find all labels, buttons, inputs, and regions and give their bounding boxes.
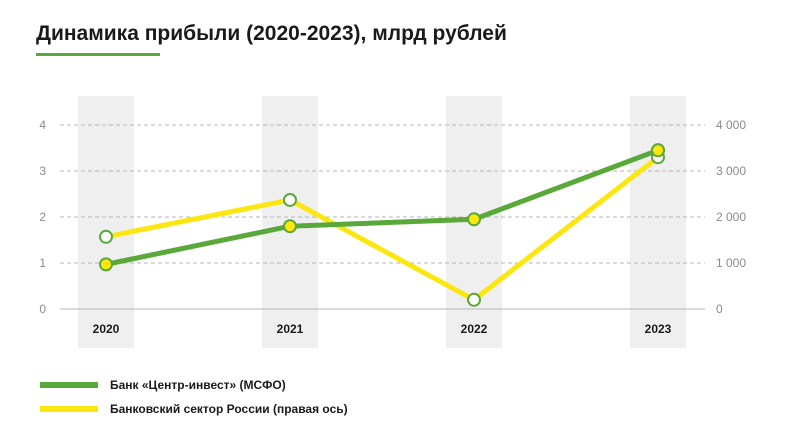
sector-point bbox=[99, 229, 113, 244]
legend-swatch-bank bbox=[40, 382, 98, 388]
y-left-tick-label: 2 bbox=[39, 210, 46, 224]
category-band-2023 bbox=[630, 96, 686, 348]
y-left-tick-label: 4 bbox=[39, 118, 46, 132]
y-right-tick-label: 0 bbox=[716, 302, 723, 316]
y-right-tick-label: 2 000 bbox=[716, 210, 746, 224]
legend-item-bank: Банк «Центр-инвест» (МСФО) bbox=[40, 373, 348, 397]
y-left-tick-label: 0 bbox=[39, 302, 46, 316]
chart-title: Динамика прибыли (2020-2023), млрд рубле… bbox=[36, 22, 507, 45]
y-left-tick-label: 3 bbox=[39, 164, 46, 178]
bank-point bbox=[651, 143, 665, 158]
legend-label-sector: Банковский сектор России (правая ось) bbox=[110, 402, 348, 416]
legend-swatch-sector bbox=[40, 406, 98, 412]
bank-point bbox=[467, 212, 481, 227]
series-line-bank bbox=[103, 147, 661, 267]
sector-point bbox=[283, 192, 297, 207]
category-band-2020 bbox=[78, 96, 134, 348]
y-right-tick-label: 3 000 bbox=[716, 164, 746, 178]
y-right-tick-label: 1 000 bbox=[716, 256, 746, 270]
sector-point bbox=[467, 292, 481, 307]
y-right-tick-label: 4 000 bbox=[716, 118, 746, 132]
x-tick-label: 2021 bbox=[277, 322, 304, 336]
legend-label-bank: Банк «Центр-инвест» (МСФО) bbox=[110, 378, 286, 392]
x-tick-label: 2023 bbox=[645, 322, 672, 336]
bank-point bbox=[99, 257, 113, 272]
x-tick-label: 2020 bbox=[93, 322, 120, 336]
x-tick-label: 2022 bbox=[461, 322, 488, 336]
legend-item-sector: Банковский сектор России (правая ось) bbox=[40, 397, 348, 421]
chart-legend: Банк «Центр-инвест» (МСФО) Банковский се… bbox=[40, 373, 348, 421]
title-underline bbox=[36, 53, 160, 56]
series-line-sector bbox=[103, 154, 661, 303]
bank-point bbox=[283, 219, 297, 234]
y-left-tick-label: 1 bbox=[39, 256, 46, 270]
